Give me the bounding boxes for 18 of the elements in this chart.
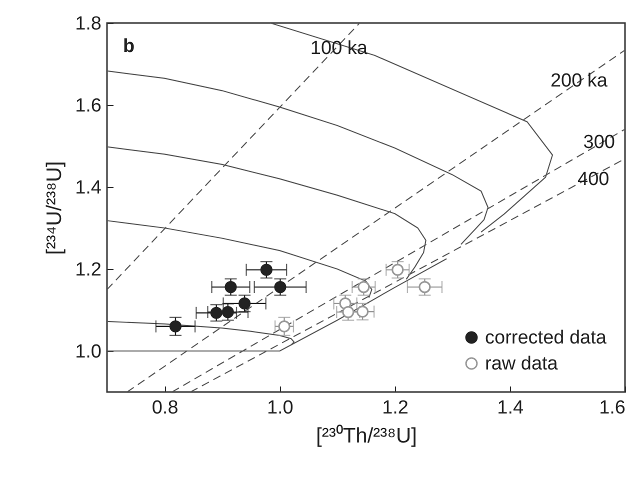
x-tick-label: 0.8 xyxy=(152,398,178,418)
x-axis-title: [²³⁰Th/²³⁸U] xyxy=(316,424,418,448)
y-tick-label: 1.8 xyxy=(75,14,102,34)
legend-label: raw data xyxy=(485,354,558,374)
legend-label: corrected data xyxy=(485,328,607,348)
y-tick-label: 1.2 xyxy=(75,260,102,280)
annotation: 400 xyxy=(577,168,610,190)
x-tick-label: 1.6 xyxy=(599,398,626,418)
annotation: b xyxy=(123,36,135,57)
annotation: 200 ka xyxy=(550,70,608,92)
y-tick-label: 1.6 xyxy=(75,96,102,116)
y-tick-label: 1.4 xyxy=(75,178,102,198)
x-tick-label: 1.2 xyxy=(382,398,408,418)
annotation: 300 xyxy=(583,132,615,153)
x-tick-label: 1.4 xyxy=(497,398,524,418)
x-tick-label: 1.0 xyxy=(266,398,294,418)
y-tick-label: 1.0 xyxy=(75,342,102,362)
y-axis-title: [²³⁴U/²³⁸U] xyxy=(43,161,66,255)
